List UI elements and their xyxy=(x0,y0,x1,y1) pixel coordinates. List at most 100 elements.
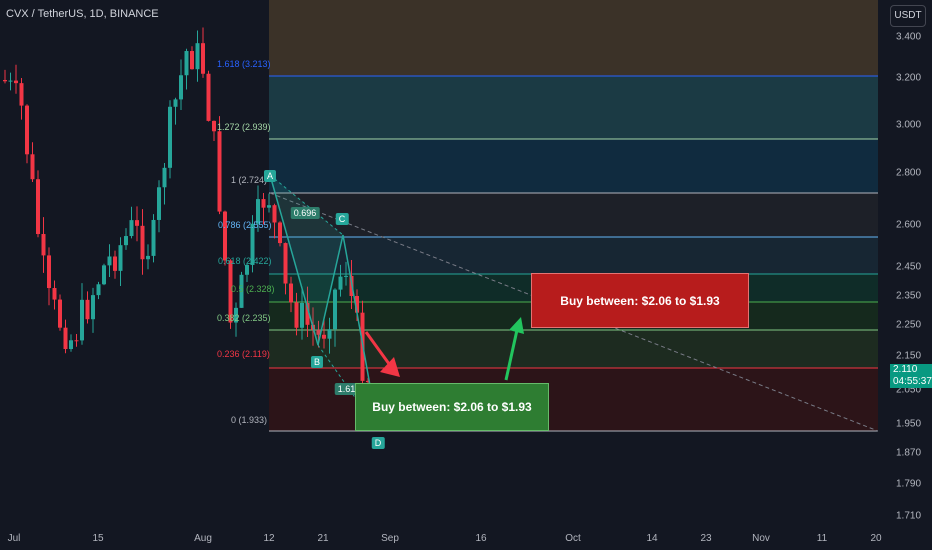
candle-body xyxy=(234,307,238,323)
point-a-label[interactable]: A xyxy=(263,170,277,182)
candle-body xyxy=(102,265,106,285)
candle-body xyxy=(206,73,211,121)
candle-body xyxy=(333,289,337,330)
last-price-badge: 2.110 04:55:37 xyxy=(890,364,932,388)
candle-body xyxy=(91,295,95,320)
last-price-value: 2.110 xyxy=(893,364,918,375)
candle-body xyxy=(322,334,326,339)
time-tick: 23 xyxy=(700,533,712,544)
time-tick: Jul xyxy=(7,533,21,544)
fib-label-0786: 0.786 (2.555) xyxy=(218,220,272,230)
candle-body xyxy=(96,284,101,296)
buy-zone-annotation-green[interactable]: Buy between: $2.06 to $1.93 xyxy=(355,383,549,431)
candle-body xyxy=(195,43,200,70)
candle-body xyxy=(355,295,359,313)
candle-body xyxy=(74,340,79,342)
fib-label-0618: 0.618 (2.422) xyxy=(218,256,272,266)
bar-countdown: 04:55:37 xyxy=(893,376,932,387)
candle-body xyxy=(344,275,348,277)
time-tick: 21 xyxy=(317,533,329,544)
candle-body xyxy=(179,75,183,100)
candle-body xyxy=(85,299,90,320)
candle-body xyxy=(58,299,62,328)
candle-body xyxy=(69,340,73,350)
currency-unit-button[interactable]: USDT xyxy=(890,5,926,27)
point-c-label[interactable]: C xyxy=(335,213,349,225)
candle-body xyxy=(41,234,46,256)
time-tick: Aug xyxy=(194,533,212,544)
candle-body xyxy=(338,276,343,290)
candle-body xyxy=(245,264,249,275)
price-tick: 1.950 xyxy=(896,418,922,430)
fib-label-0236: 0.236 (2.119) xyxy=(217,349,270,359)
time-tick: 12 xyxy=(263,533,275,544)
candle-body xyxy=(118,245,123,271)
red-down-arrow xyxy=(364,331,400,377)
candle-body xyxy=(19,83,24,106)
candle-body xyxy=(294,302,299,328)
fib-label-1: 1 (2.724) xyxy=(231,175,268,185)
candle-body xyxy=(36,179,40,235)
buy-zone-annotation-red[interactable]: Buy between: $2.06 to $1.93 xyxy=(531,273,749,328)
fib-bands xyxy=(269,0,878,432)
price-tick: 1.710 xyxy=(896,510,922,522)
candle-body xyxy=(278,222,282,244)
price-tick: 3.000 xyxy=(896,119,922,131)
candle-body xyxy=(63,327,68,350)
candle-body xyxy=(129,220,134,237)
candle-body xyxy=(223,211,227,261)
candle-body xyxy=(124,236,128,246)
candle-body xyxy=(146,255,150,260)
fib-label-0382: 0.382 (2.235) xyxy=(217,313,271,323)
time-tick: 11 xyxy=(816,533,828,544)
candle-body xyxy=(250,223,255,265)
time-tick: Oct xyxy=(565,533,581,544)
price-tick: 2.450 xyxy=(896,261,922,273)
time-tick: 16 xyxy=(475,533,487,544)
candle-body xyxy=(201,43,205,74)
fib-label-05: 0.5 (2.328) xyxy=(231,284,275,294)
time-tick: 14 xyxy=(646,533,658,544)
fib-label-1618: 1.618 (3.213) xyxy=(217,59,271,69)
price-tick: 2.050 xyxy=(896,384,922,396)
candle-body xyxy=(173,99,178,107)
candle-body xyxy=(140,225,145,260)
green-up-arrow xyxy=(504,317,524,381)
candle-body xyxy=(25,105,29,155)
price-tick: 2.600 xyxy=(896,219,922,231)
time-tick: Sep xyxy=(381,533,399,544)
candle-body xyxy=(267,205,271,208)
candle-body xyxy=(162,167,167,188)
point-b-label[interactable]: B xyxy=(310,356,324,368)
fib-label-0: 0 (1.933) xyxy=(231,415,268,425)
candle-body xyxy=(14,80,18,84)
time-tick: 20 xyxy=(870,533,882,544)
candle-body xyxy=(305,302,310,325)
candle-body xyxy=(239,274,244,308)
time-tick: 15 xyxy=(92,533,104,544)
candle-body xyxy=(80,299,84,341)
candle-body xyxy=(261,199,266,208)
price-axis[interactable] xyxy=(878,0,932,550)
candle-body xyxy=(3,80,7,82)
candle-body xyxy=(30,154,35,180)
candle-body xyxy=(8,80,13,82)
point-d-label[interactable]: D xyxy=(371,437,385,449)
candle-body xyxy=(135,220,139,226)
price-tick: 2.800 xyxy=(896,167,922,179)
price-tick: 1.870 xyxy=(896,447,922,459)
price-tick: 1.790 xyxy=(896,478,922,490)
symbol-header[interactable]: CVX / TetherUS, 1D, BINANCE xyxy=(6,8,159,20)
candle-body xyxy=(217,131,222,212)
candle-body xyxy=(256,199,260,224)
candle-body xyxy=(157,187,161,220)
candle-body xyxy=(316,329,321,335)
candle-body xyxy=(151,219,156,256)
price-tick: 2.350 xyxy=(896,290,922,302)
fib-label-1272: 1.272 (2.939) xyxy=(217,122,271,132)
candle-body xyxy=(168,106,172,168)
candle-body xyxy=(327,329,332,339)
candle-body xyxy=(272,205,277,223)
time-tick: Nov xyxy=(752,533,770,544)
